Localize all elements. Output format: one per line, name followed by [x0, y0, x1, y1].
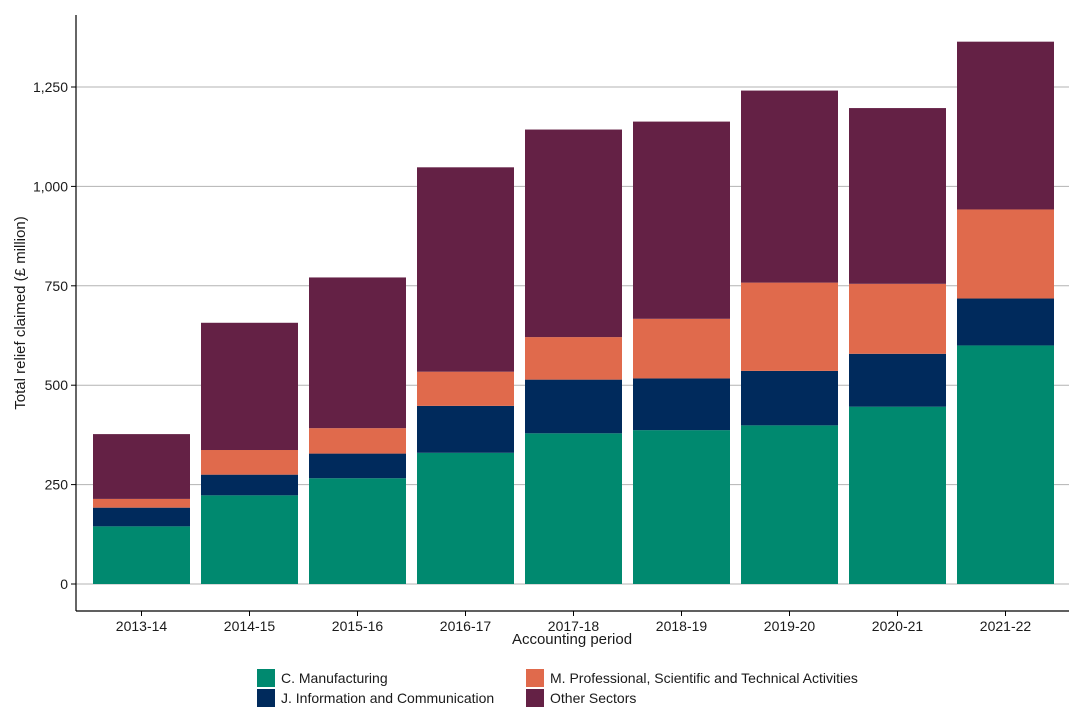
bar-segment	[309, 478, 406, 584]
bar-segment	[93, 526, 190, 584]
bars	[93, 41, 1054, 584]
bar-segment	[525, 337, 622, 380]
x-ticks: 2013-14 2014-15 2015-16 2016-17 2017-18 2018-…	[116, 611, 1032, 634]
legend-label: C. Manufacturing	[281, 670, 388, 686]
bar-segment	[633, 318, 730, 379]
bar-segment	[741, 370, 838, 426]
y-tick-label: 1,250	[33, 79, 68, 95]
bar-segment	[957, 298, 1054, 346]
bar-segment	[525, 129, 622, 338]
bar-segment	[309, 428, 406, 454]
bar-segment	[849, 108, 946, 284]
x-axis-title: Accounting period	[512, 631, 632, 648]
legend-label: J. Information and Communication	[281, 690, 494, 706]
legend-swatch	[526, 689, 544, 707]
bar-segment	[93, 507, 190, 527]
x-tick-label: 2015-16	[332, 618, 384, 634]
legend-swatch	[257, 669, 275, 687]
bar-segment	[633, 430, 730, 584]
x-tick-label: 2021-22	[980, 618, 1032, 634]
axes	[75, 15, 1069, 612]
bar-segment	[633, 121, 730, 319]
bar-segment	[525, 379, 622, 434]
bar-segment	[849, 283, 946, 354]
bar-segment	[201, 474, 298, 496]
bar-segment	[309, 453, 406, 479]
bar-segment	[417, 167, 514, 372]
bar-segment	[741, 425, 838, 584]
bar-segment	[633, 378, 730, 431]
legend-label: M. Professional, Scientific and Technica…	[550, 670, 858, 686]
x-tick-label: 2016-17	[440, 618, 492, 634]
y-tick-label: 750	[45, 278, 69, 294]
legend: C. Manufacturing J. Information and Commu…	[257, 669, 858, 707]
bar-segment	[201, 495, 298, 584]
legend-swatch	[257, 689, 275, 707]
bar-segment	[741, 90, 838, 283]
legend-swatch	[526, 669, 544, 687]
x-tick-label: 2020-21	[872, 618, 924, 634]
y-tick-label: 500	[45, 377, 69, 393]
bar-segment	[957, 345, 1054, 584]
x-tick-label: 2018-19	[656, 618, 708, 634]
bar-segment	[741, 282, 838, 371]
bar-segment	[201, 450, 298, 475]
bar-segment	[417, 371, 514, 406]
bar-segment	[957, 41, 1054, 210]
bar-segment	[417, 405, 514, 453]
bar-segment	[957, 209, 1054, 299]
bar-segment	[93, 434, 190, 499]
x-tick-label: 2017-18	[548, 618, 600, 634]
x-tick-label: 2013-14	[116, 618, 168, 634]
bar-segment	[201, 322, 298, 451]
y-axis-title: Total relief claimed (£ million)	[12, 216, 29, 409]
y-tick-label: 0	[60, 576, 68, 592]
bar-segment	[525, 433, 622, 584]
bar-segment	[93, 498, 190, 508]
bar-segment	[417, 452, 514, 584]
legend-label: Other Sectors	[550, 690, 636, 706]
x-tick-label: 2019-20	[764, 618, 816, 634]
y-ticks: 0 250 500 750 1,000 1,250	[33, 79, 76, 592]
x-tick-label: 2014-15	[224, 618, 276, 634]
y-tick-label: 250	[45, 477, 69, 493]
bar-segment	[849, 353, 946, 407]
bar-segment	[849, 406, 946, 584]
y-tick-label: 1,000	[33, 178, 68, 194]
bar-segment	[309, 277, 406, 429]
